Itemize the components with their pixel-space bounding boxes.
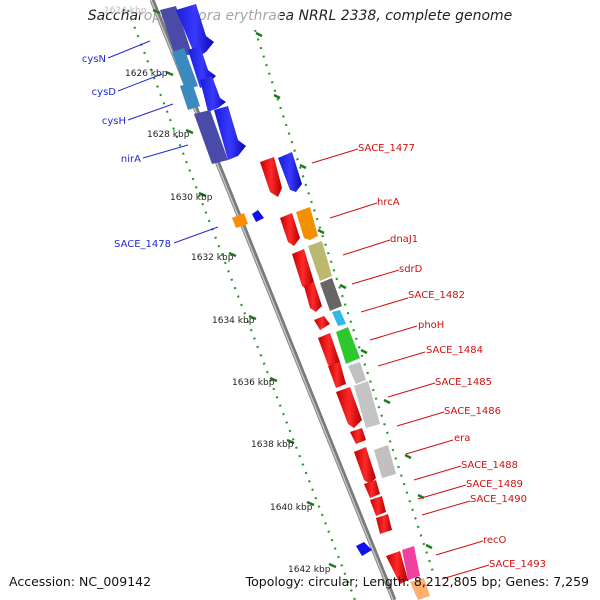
gene-block-icon [336,327,360,364]
gene-recO-icon [386,551,408,584]
scale-track-right [253,29,436,576]
gene-phoH-icon [318,333,340,368]
scale-label: 1642 kbp [288,565,331,575]
gene-label: hrcA [377,197,400,208]
scale-label: 1632 kbp [191,253,234,263]
gene-SACE_1489-icon [370,496,386,516]
scale-label: 1638 kbp [251,440,294,450]
right-gene-labels: SACE_1477 hrcA dnaJ1 sdrD SACE_1482 phoH… [358,143,546,570]
scale-track-left [126,9,357,600]
reverse-genes [260,152,430,600]
gene-block-icon [374,445,396,478]
gene-hrcA-icon [280,213,300,246]
gene-label: cysH [102,116,126,127]
gene-label: SACE_1490 [470,494,527,505]
gene-SACE_1477-icon [260,157,282,197]
gene-block-icon [308,241,332,281]
gene-sdrD-icon [304,282,322,312]
gene-label: cysD [92,87,117,98]
gene-block-icon [348,362,366,384]
gene-block-icon [278,152,302,192]
left-gene-labels: cysN cysD cysH nirA SACE_1478 [82,54,171,250]
gene-block-icon [214,106,246,160]
right-leader-lines [311,148,490,580]
gene-label: SACE_1478 [114,239,171,250]
scale-label: 1624 kbp [104,6,147,16]
scale-labels: 1624 kbp 1626 kbp 1628 kbp 1630 kbp 1632… [104,6,331,575]
gene-block-icon [402,546,420,580]
scale-label: 1636 kbp [232,378,275,388]
forward-genes [160,4,372,556]
scale-label: 1626 kbp [125,69,168,79]
scale-label: 1630 kbp [170,193,213,203]
gene-label: SACE_1484 [426,345,483,356]
gene-block-icon [252,210,264,222]
gene-block-icon [356,542,372,556]
gene-label: SACE_1486 [444,406,501,417]
gene-block-icon [332,310,346,326]
gene-block-icon [200,76,226,112]
left-leader-lines [107,40,219,244]
gene-label: dnaJ1 [390,234,418,245]
scale-label: 1634 kbp [212,316,255,326]
gene-dnaJ1-icon [292,249,314,290]
topology-text: Topology: circular; Length: 8,212,805 bp… [245,574,589,589]
gene-era-icon [354,447,376,484]
gene-label: SACE_1482 [408,290,465,301]
gene-label: SACE_1477 [358,143,415,154]
gene-cysH-icon [180,82,200,110]
gene-cysD-icon [172,48,198,90]
gene-SACE_1488-icon [364,480,380,498]
major-ticks [152,8,433,569]
gene-label: recO [483,535,507,546]
gene-block-icon [354,381,380,428]
gene-SACE_1486-icon [350,428,366,444]
gene-label: nirA [121,154,141,165]
gene-label: SACE_1485 [435,377,492,388]
gene-SACE_1484-icon [328,362,346,388]
gene-cysN-icon [160,6,192,58]
scale-label: 1640 kbp [270,503,313,513]
gene-SACE_1478-icon [232,213,248,228]
gene-SACE_1493-icon [410,578,430,600]
gene-label: sdrD [399,264,423,275]
accession-text: Accession: NC_009142 [9,574,152,589]
scale-label: 1628 kbp [147,130,190,140]
gene-SACE_1485-icon [336,387,362,428]
gene-label: SACE_1488 [461,460,518,471]
gene-block-icon [296,207,318,240]
gene-label: SACE_1489 [466,479,523,490]
gene-label: phoH [418,320,444,331]
gene-label: era [454,433,470,444]
gene-block-icon [320,278,342,311]
gene-SACE_1482-icon [314,316,330,330]
gene-SACE_1490-icon [376,514,392,534]
gene-label: cysN [82,54,106,65]
gene-label: SACE_1493 [489,559,546,570]
gene-block-icon [176,4,214,58]
gene-nirA-icon [194,110,228,164]
